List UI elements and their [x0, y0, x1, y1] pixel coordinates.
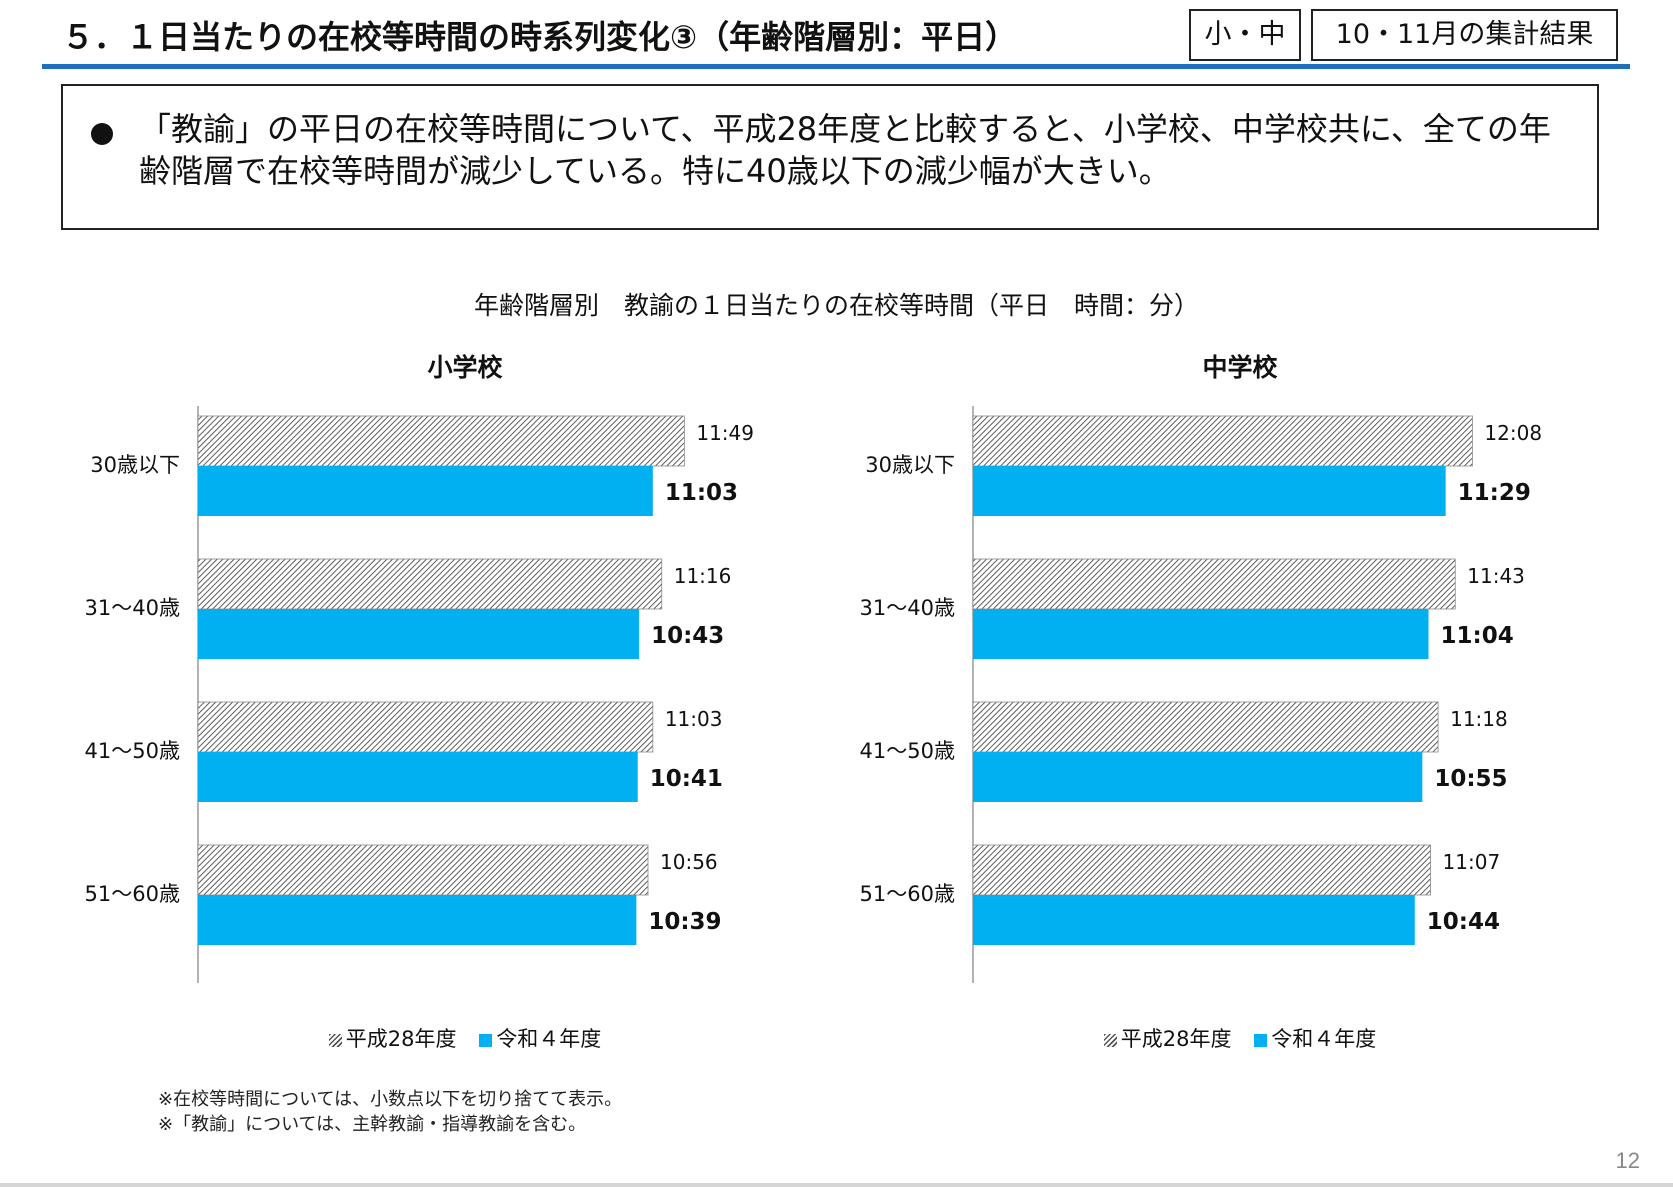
bar-chart-elementary: 30歳以下 11:49 11:03 31～40歳 11:16 10:43 41～50歳 11:…: [85, 406, 754, 983]
bar-h28: [972, 844, 1431, 896]
bar-r4: [198, 752, 638, 802]
category-label: 51～60歳: [85, 882, 180, 906]
school-level-tag: 小・中: [1189, 9, 1301, 61]
category-label: 30歳以下: [865, 453, 955, 477]
data-label-h28: 11:16: [674, 564, 732, 588]
data-label-r4: 10:44: [1427, 909, 1500, 935]
data-label-h28: 11:43: [1467, 564, 1525, 588]
legend-label-r4: 令和４年度: [496, 1027, 602, 1051]
data-label-h28: 11:03: [665, 707, 723, 731]
bar-r4: [198, 466, 653, 516]
slide-title: ５．１日当たりの在校等時間の時系列変化③（年齢階層別：平日）: [62, 18, 1018, 56]
bar-h28: [972, 701, 1439, 753]
summary-box: 「教諭」の平日の在校等時間について、平成28年度と比較すると、小学校、中学校共に…: [61, 84, 1599, 230]
chart-legend: 平成28年度 令和４年度: [60, 1024, 870, 1054]
data-label-h28: 11:49: [696, 421, 754, 445]
data-label-r4: 10:41: [650, 766, 723, 792]
legend-item-h28: 平成28年度: [328, 1024, 457, 1054]
bar-r4: [973, 752, 1423, 802]
category-label: 30歳以下: [90, 453, 180, 477]
legend-swatch-blue: [1254, 1034, 1268, 1047]
title-underline: [42, 64, 1630, 69]
bar-h28: [972, 415, 1473, 467]
data-label-r4: 10:39: [648, 909, 721, 935]
footnote: ※「教諭」については、主幹教諭・指導教諭を含む。: [158, 1114, 587, 1135]
bar-h28: [197, 701, 654, 753]
chart-panel-junior-high: 中学校 30歳以下 12:08 11:29 31～40歳 11:43 11:04 41～50…: [835, 348, 1645, 1068]
data-label-r4: 11:03: [665, 480, 738, 506]
legend-swatch-blue: [479, 1034, 493, 1047]
legend-label-h28: 平成28年度: [345, 1027, 457, 1051]
data-label-r4: 10:55: [1434, 766, 1507, 792]
legend-item-r4: 令和４年度: [479, 1024, 601, 1054]
data-label-r4: 11:04: [1441, 623, 1514, 649]
bullet-icon: [91, 123, 113, 145]
legend-item-h28: 平成28年度: [1103, 1024, 1232, 1054]
data-label-r4: 10:43: [651, 623, 724, 649]
data-label-h28: 11:18: [1450, 707, 1508, 731]
legend-label-h28: 平成28年度: [1120, 1027, 1232, 1051]
bar-r4: [198, 895, 637, 945]
data-label-h28: 10:56: [660, 850, 718, 874]
category-label: 41～50歳: [85, 739, 180, 763]
legend-swatch-hatched: [1103, 1034, 1117, 1047]
summary-text: 「教諭」の平日の在校等時間について、平成28年度と比較すると、小学校、中学校共に…: [139, 110, 1551, 190]
category-label: 31～40歳: [85, 596, 180, 620]
legend-label-r4: 令和４年度: [1271, 1027, 1377, 1051]
bar-h28: [972, 558, 1456, 610]
bar-r4: [198, 609, 640, 659]
bar-chart-junior-high: 30歳以下 12:08 11:29 31～40歳 11:43 11:04 41～50歳 11:…: [860, 406, 1542, 983]
legend-swatch-hatched: [328, 1034, 342, 1047]
bar-r4: [973, 895, 1415, 945]
chart-heading: 年齢階層別 教諭の１日当たりの在校等時間（平日 時間：分）: [473, 291, 1199, 320]
bar-h28: [197, 415, 685, 467]
category-label: 51～60歳: [860, 882, 955, 906]
legend-item-r4: 令和４年度: [1254, 1024, 1376, 1054]
page-number: 12: [1615, 1148, 1640, 1173]
bar-r4: [973, 609, 1429, 659]
bar-r4: [973, 466, 1446, 516]
footer-divider: [0, 1183, 1673, 1187]
bar-h28: [197, 558, 663, 610]
category-label: 31～40歳: [860, 596, 955, 620]
category-label: 41～50歳: [860, 739, 955, 763]
chart-legend: 平成28年度 令和４年度: [835, 1024, 1645, 1054]
data-label-h28: 11:07: [1443, 850, 1501, 874]
panel-title: 小学校: [427, 353, 503, 382]
footnote: ※在校等時間については、小数点以下を切り捨てて表示。: [158, 1089, 623, 1110]
panel-title: 中学校: [1202, 353, 1278, 382]
data-label-h28: 12:08: [1484, 421, 1542, 445]
data-label-r4: 11:29: [1458, 480, 1531, 506]
survey-period-tag: 10・11月の集計結果: [1311, 9, 1618, 61]
chart-panel-elementary: 小学校 30歳以下 11:49 11:03 31～40歳 11:16 10:43 41～50…: [60, 348, 870, 1068]
bar-h28: [197, 844, 649, 896]
